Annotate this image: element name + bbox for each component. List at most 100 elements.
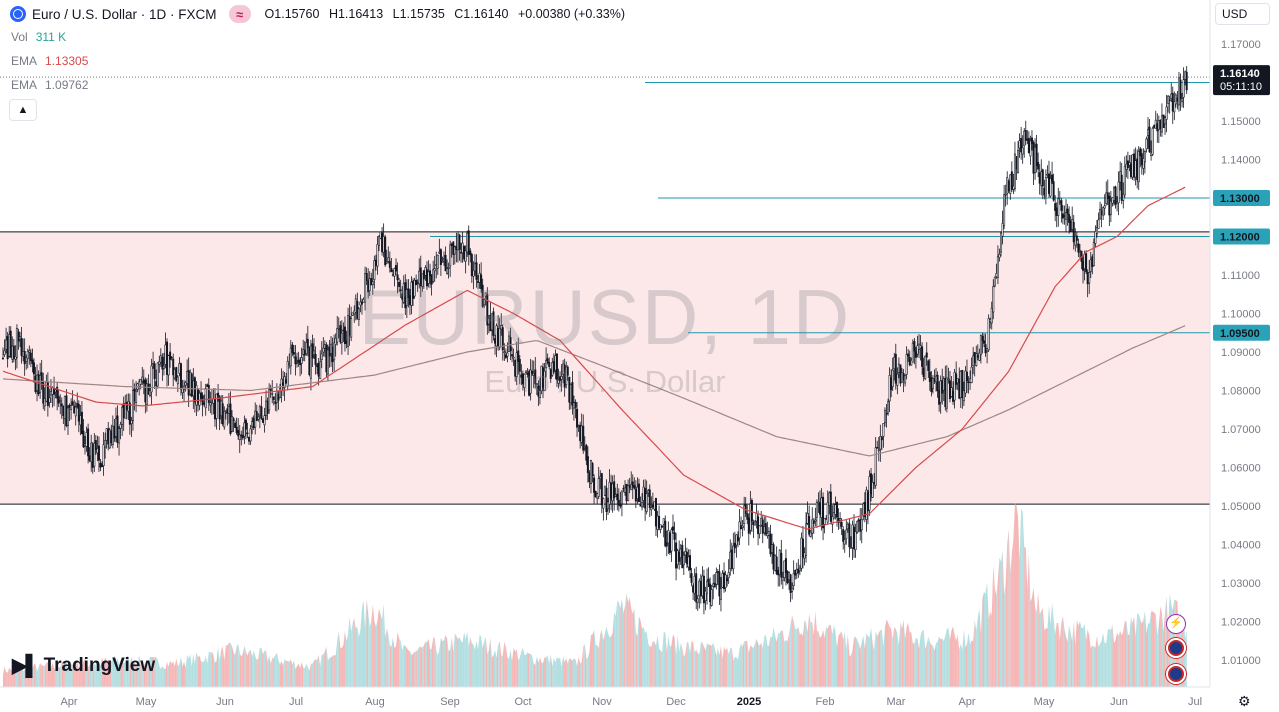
ema-slow-legend[interactable]: EMA 1.09762 xyxy=(11,78,88,92)
volume-bar xyxy=(411,653,414,687)
candle-body xyxy=(945,377,948,409)
candle-body xyxy=(470,254,473,277)
candle-body xyxy=(125,402,128,410)
volume-bar xyxy=(521,647,523,687)
volume-bar xyxy=(638,616,641,687)
candle-body xyxy=(565,366,568,385)
volume-bar xyxy=(320,654,322,687)
volume-legend[interactable]: Vol 311 K xyxy=(11,30,66,44)
candle-body xyxy=(158,361,161,365)
candle-body xyxy=(396,274,399,281)
candle-body xyxy=(141,376,144,382)
volume-bar xyxy=(323,651,325,687)
volume-bar xyxy=(482,640,485,687)
candle-body xyxy=(439,249,442,265)
candle-body xyxy=(868,476,871,511)
volume-bar xyxy=(1001,550,1003,687)
volume-bar xyxy=(1035,607,1037,687)
volume-bar xyxy=(679,643,681,687)
volume-bar xyxy=(125,656,127,687)
flash-icon[interactable]: ⚡ xyxy=(1166,614,1186,634)
volume-bar xyxy=(454,633,457,687)
candle-body xyxy=(870,473,873,495)
ema-fast-legend[interactable]: EMA 1.13305 xyxy=(11,54,88,68)
candle-body xyxy=(684,550,687,556)
candle-body xyxy=(702,575,705,604)
volume-bar xyxy=(1041,607,1043,687)
candle-body xyxy=(794,569,797,576)
volume-bar xyxy=(354,617,356,687)
candle-body xyxy=(695,573,698,603)
candle-body xyxy=(515,352,518,377)
volume-bar xyxy=(447,638,449,687)
volume-bar xyxy=(977,608,980,687)
ema-fast-line xyxy=(2,186,1186,530)
volume-bar xyxy=(341,644,344,687)
volume-bar xyxy=(259,647,262,687)
volume-bar xyxy=(123,662,126,687)
volume-bar xyxy=(1146,623,1149,687)
candle-body xyxy=(29,352,32,362)
volume-bar xyxy=(923,629,926,687)
volume-bar xyxy=(403,644,406,687)
volume-bar xyxy=(340,647,342,687)
candle-body xyxy=(1078,249,1081,252)
us-flag-icon[interactable] xyxy=(1166,638,1186,658)
gear-icon[interactable]: ⚙ xyxy=(1238,693,1251,709)
volume-bar xyxy=(132,662,135,687)
candle-body xyxy=(843,539,846,545)
candle-body xyxy=(80,411,83,435)
candle-body xyxy=(119,424,122,429)
candle-body xyxy=(907,353,910,357)
candle-body xyxy=(65,395,68,427)
candle-body xyxy=(588,472,591,483)
volume-bar xyxy=(572,658,574,687)
volume-bar xyxy=(210,651,212,687)
candle-body xyxy=(350,318,353,338)
candle-body xyxy=(654,498,657,527)
volume-bar xyxy=(457,637,460,687)
volume-bar xyxy=(832,625,834,687)
volume-bar xyxy=(1118,630,1121,687)
candle-body xyxy=(818,502,821,515)
tradingview-logo[interactable]: ▶▌ TradingView xyxy=(12,653,155,678)
volume-bar xyxy=(665,632,667,687)
candle-body xyxy=(534,369,537,385)
volume-bar xyxy=(564,658,567,687)
volume-bar xyxy=(168,660,171,687)
volume-bar xyxy=(324,646,327,687)
volume-bar xyxy=(1107,628,1110,687)
volume-bar xyxy=(835,631,838,687)
volume-bar xyxy=(618,601,621,687)
equals-icon[interactable]: ≈ xyxy=(228,5,251,23)
volume-bar xyxy=(193,653,195,687)
chevron-up-icon: ▲ xyxy=(17,104,29,116)
candle-body xyxy=(701,575,704,597)
candle-body xyxy=(246,432,249,435)
volume-bar xyxy=(208,651,211,687)
symbol-title[interactable]: Euro / U.S. Dollar · 1D · FXCM xyxy=(32,6,217,22)
volume-bar xyxy=(344,630,347,687)
level-label-bg xyxy=(1213,190,1270,206)
volume-bar xyxy=(154,657,157,687)
us-flag-icon-2[interactable] xyxy=(1166,664,1186,684)
candle-body xyxy=(757,516,760,534)
candle-body xyxy=(456,231,459,251)
currency-button[interactable]: USD xyxy=(1215,3,1270,25)
candle-body xyxy=(706,580,709,594)
volume-bar xyxy=(258,647,260,687)
level-label: 1.12000 xyxy=(1220,232,1260,244)
volume-bar xyxy=(979,608,981,687)
volume-bar xyxy=(279,661,282,687)
candle-body xyxy=(808,516,811,535)
volume-bar xyxy=(63,662,65,687)
volume-bar xyxy=(919,635,921,687)
volume-bar xyxy=(833,625,836,687)
price-tick-label: 1.07000 xyxy=(1221,424,1261,436)
candle-body xyxy=(447,267,450,269)
volume-bar xyxy=(171,661,174,687)
volume-bar xyxy=(693,642,695,687)
candle-body xyxy=(1112,187,1115,201)
collapse-legend-button[interactable]: ▲ xyxy=(9,99,37,121)
